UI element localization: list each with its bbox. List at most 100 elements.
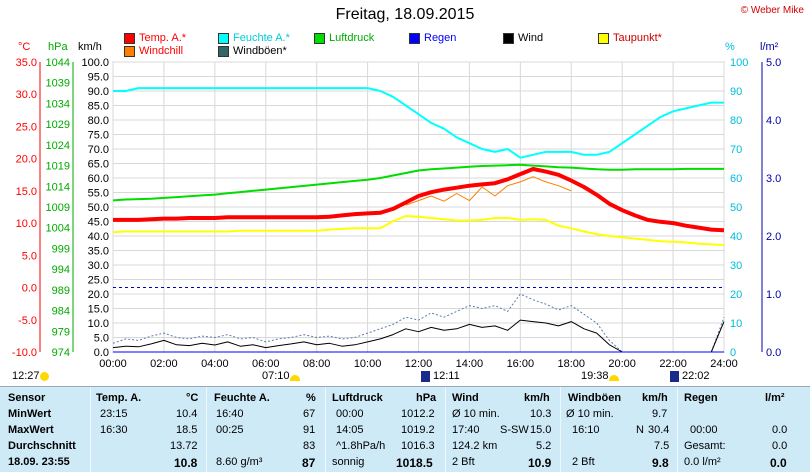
table-header: km/h [524,392,550,404]
y-tick-rain: 1.0 [766,289,781,301]
press-time: 14:05 [336,424,364,436]
rain-value: 0.0 [772,440,788,452]
y-tick-celsius: 15.0 [16,186,37,198]
legend-item: Taupunkt* [598,32,662,44]
y-tick-celsius: 20.0 [16,154,37,166]
x-tick-label: 06:00 [252,358,280,370]
y-tick-kmh: 50.0 [88,202,109,214]
series-windb-en [112,293,725,353]
x-tick-label: 22:00 [659,358,687,370]
table-header: Feuchte A. [214,392,270,404]
weather-chart: 00:00 02:00 04:00 06:00 08:00 10:00 12:00 14:00… [12,57,781,370]
rain-time: 0.0 l/m² [684,456,721,468]
y-tick-percent: 20 [730,289,742,301]
y-tick-rain: 5.0 [766,57,781,69]
legend-item: Windböen* [218,45,287,57]
axis-unit-celsius: °C [18,41,31,53]
sun-time-2: 12:11 [433,370,460,382]
temp-value: 13.72 [170,440,198,452]
series-windchill [405,176,572,206]
y-tick-kmh: 0.0 [94,347,109,359]
wind-time: Ø 10 min. [452,408,500,420]
table-header: % [306,392,316,404]
sun-left-time: 12:27 [12,370,40,382]
gust-time: 2 Bft [572,456,595,468]
y-tick-celsius: 35.0 [16,57,37,69]
y-tick-kmh: 5.0 [94,333,109,345]
y-tick-kmh: 60.0 [88,173,109,185]
y-tick-percent: 40 [730,231,742,243]
row-label: MinWert [8,408,52,420]
y-tick-celsius: 25.0 [16,121,37,133]
hum-time: 8.60 g/m³ [216,456,263,468]
sun-icon [40,372,49,381]
legend-label: Luftdruck [329,32,375,44]
table-header: Windböen [568,392,622,404]
legend-item: Temp. A.* [124,32,186,44]
axes-layer: 00:00 02:00 04:00 06:00 08:00 10:00 12:00 14:00… [12,57,781,370]
wind-value: 10.3 [530,408,552,420]
y-tick-percent: 80 [730,115,742,127]
y-tick-kmh: 75.0 [88,130,109,142]
press-time: ^1.8hPa/h [336,440,386,452]
legend-swatch [314,32,325,44]
table-header: hPa [416,392,437,404]
y-tick-hpa: 979 [52,326,70,338]
y-tick-percent: 60 [730,173,742,185]
legend-swatch [218,45,229,57]
y-tick-kmh: 45.0 [88,217,109,229]
legend-swatch [598,32,609,44]
hum-value: 91 [303,424,316,436]
stats-table: Sensor Temp. A. °C Feuchte A. % Luftdruc… [0,386,810,472]
gust-time: 16:10 [572,424,600,436]
legend-item: Feuchte A.* [218,32,290,44]
axis-unit-kmh: km/h [78,41,102,53]
y-tick-hpa: 989 [52,285,70,297]
sunrise-time: 07:10 [262,370,290,382]
wind-time: 2 Bft [452,456,475,468]
wind-time: 17:40 [452,424,480,436]
y-tick-hpa: 1019 [46,161,70,173]
page-title: Freitag, 18.09.2015 [335,6,475,23]
wind-direction: S-SW [500,424,529,436]
press-time: sonnig [332,456,365,468]
y-tick-celsius: -5.0 [18,315,37,327]
legend-label: Feuchte A.* [233,32,290,44]
y-tick-hpa: 1004 [46,223,70,235]
press-time: 00:00 [336,408,364,420]
x-tick-label: 18:00 [557,358,585,370]
y-tick-kmh: 20.0 [88,289,109,301]
moon-icon [670,371,679,382]
series-temp-a [113,167,725,233]
sunset-time: 19:38 [581,370,609,382]
y-tick-kmh: 85.0 [88,101,109,113]
x-tick-label: 08:00 [303,358,331,370]
legend-swatch [409,32,420,44]
rain-value: 0.0 [770,456,787,470]
legend-swatch [503,32,514,44]
temp-value: 18.5 [176,424,198,436]
row-label: Durchschnitt [8,440,76,452]
hum-value: 83 [303,440,316,452]
series-feuchte-a [113,87,724,159]
y-tick-hpa: 994 [52,264,70,276]
press-value: 1018.5 [396,456,433,470]
series-taupunkt [112,215,725,246]
copyright: © Weber Mike [740,5,804,16]
gust-value: 9.8 [652,456,669,470]
y-tick-kmh: 40.0 [88,231,109,243]
moon-icon [421,371,430,382]
y-tick-percent: 30 [730,260,742,272]
axis-unit-hpa: hPa [48,41,68,53]
legend-label: Windchill [139,45,184,57]
y-tick-hpa: 1044 [46,57,70,69]
temp-value: 10.8 [174,456,198,470]
gust-value: 7.5 [654,440,670,452]
table-header: °C [186,392,199,404]
y-tick-kmh: 100.0 [81,57,109,69]
rain-time: Gesamt: [684,440,726,452]
series-layer [112,87,725,353]
y-tick-hpa: 1024 [46,140,70,152]
wind-value: 15.0 [530,424,552,436]
y-tick-hpa: 999 [52,243,70,255]
